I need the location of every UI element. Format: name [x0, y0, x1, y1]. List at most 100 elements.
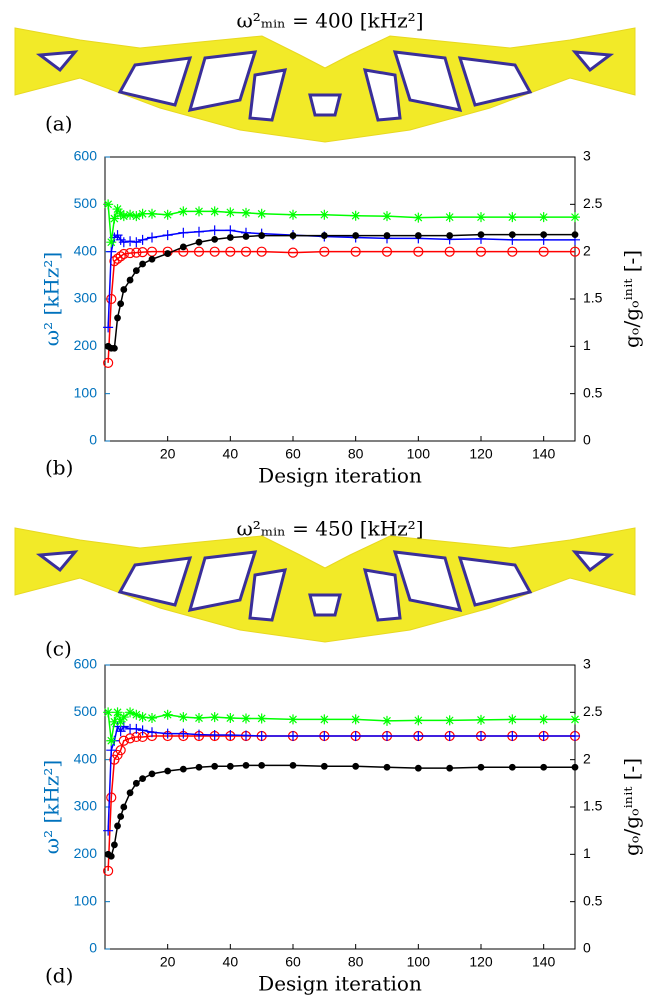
marker [178, 729, 188, 739]
marker [131, 237, 141, 247]
marker [163, 710, 173, 720]
marker-shape [134, 268, 140, 274]
marker [243, 763, 249, 769]
marker [103, 707, 113, 717]
y-tick-label: 200 [74, 337, 98, 353]
marker-shape [210, 225, 220, 235]
marker-shape [181, 766, 187, 772]
marker [108, 853, 114, 859]
marker [196, 764, 202, 770]
x-tick-label: 20 [160, 954, 176, 970]
marker [570, 714, 580, 724]
marker-shape [109, 214, 119, 224]
marker-shape [257, 713, 267, 723]
marker [210, 225, 220, 235]
marker-shape [131, 237, 141, 247]
marker [210, 206, 220, 216]
marker [413, 213, 423, 223]
marker [478, 232, 484, 238]
y2-tick-label: 2.5 [583, 703, 603, 719]
y2-tick-label: 2.5 [583, 195, 603, 211]
marker [288, 714, 298, 724]
y-tick-label: 400 [74, 242, 98, 258]
marker-shape [382, 716, 392, 726]
marker-shape [353, 763, 359, 769]
y-tick-label: 300 [74, 798, 98, 814]
marker-shape [163, 710, 173, 720]
marker [106, 745, 116, 755]
marker-shape [572, 232, 578, 238]
marker [572, 764, 578, 770]
marker-shape [570, 212, 580, 222]
x-tick-label: 40 [223, 954, 239, 970]
marker [181, 766, 187, 772]
marker [178, 228, 188, 238]
marker [131, 724, 141, 734]
y2-tick-label: 1 [583, 845, 591, 861]
marker [165, 251, 171, 257]
marker [138, 235, 148, 245]
marker-shape [384, 233, 390, 239]
marker [445, 212, 455, 222]
marker [539, 714, 549, 724]
marker-shape [210, 206, 220, 216]
marker-shape [212, 763, 218, 769]
marker-shape [149, 256, 155, 262]
marker-shape [178, 228, 188, 238]
marker [118, 814, 124, 820]
x-tick-label: 80 [348, 954, 364, 970]
marker-shape [225, 225, 235, 235]
marker-shape [163, 210, 173, 220]
marker-shape [115, 315, 121, 321]
marker-shape [290, 233, 296, 239]
marker [228, 763, 234, 769]
marker-shape [118, 814, 124, 820]
marker [134, 781, 140, 787]
marker [445, 715, 455, 725]
marker [106, 237, 116, 247]
marker-shape [476, 715, 486, 725]
marker-shape [570, 714, 580, 724]
marker [351, 714, 361, 724]
marker [225, 713, 235, 723]
marker-shape [138, 712, 148, 722]
marker-shape [241, 713, 251, 723]
y2-tick-label: 0 [583, 940, 591, 956]
marker-shape [257, 209, 267, 219]
marker-shape [539, 212, 549, 222]
x-tick-label: 140 [532, 954, 556, 970]
marker-shape [382, 211, 392, 221]
marker-shape [507, 212, 517, 222]
y2-tick-label: 2 [583, 242, 591, 258]
marker [138, 712, 148, 722]
marker [147, 209, 157, 219]
marker [103, 199, 113, 209]
y2-axis-label: gₒ/gₒⁱⁿⁱᵗ [-] [620, 758, 644, 856]
marker [353, 763, 359, 769]
y-tick-label: 200 [74, 845, 98, 861]
marker-shape [165, 768, 171, 774]
figure: ω²ₘᵢₙ = 400 [kHz²] (a) ω²ₘᵢₙ = 450 [kHz²… [0, 0, 650, 1007]
marker [476, 715, 486, 725]
y2-tick-label: 2 [583, 750, 591, 766]
x-tick-label: 120 [469, 446, 493, 462]
panel-label: (b) [45, 456, 73, 480]
y2-axis-label: gₒ/gₒⁱⁿⁱᵗ [-] [620, 250, 644, 348]
marker [570, 212, 580, 222]
figure-title: ω²ₘᵢₙ = 400 [kHz²] [237, 9, 424, 33]
x-tick-label: 140 [532, 446, 556, 462]
marker-shape [225, 713, 235, 723]
marker [507, 212, 517, 222]
marker [228, 235, 234, 241]
marker-shape [241, 208, 251, 218]
topology-image [15, 528, 635, 642]
marker [319, 210, 329, 220]
marker-shape [413, 715, 423, 725]
marker-shape [147, 232, 157, 242]
marker-shape [259, 763, 265, 769]
marker [212, 763, 218, 769]
marker-shape [196, 239, 202, 245]
y-tick-label: 400 [74, 750, 98, 766]
marker-shape [194, 206, 204, 216]
marker-shape [243, 234, 249, 240]
